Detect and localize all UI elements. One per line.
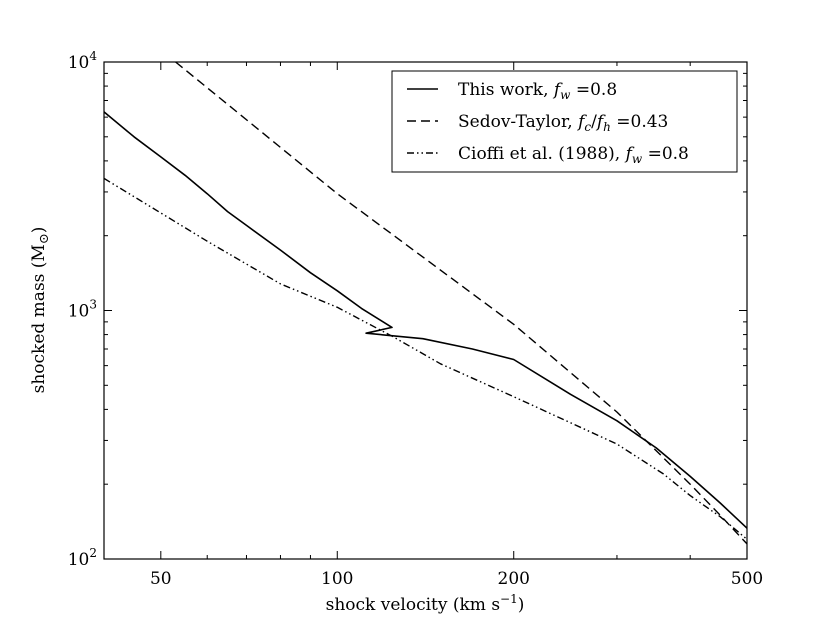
series-line-sedov-taylor bbox=[175, 61, 748, 545]
x-tick-label: 50 bbox=[150, 569, 172, 589]
y-axis-label: shocked mass (M⊙) bbox=[29, 227, 52, 394]
legend-label-this-work: This work, fw =0.8 bbox=[458, 80, 617, 102]
x-tick-label: 500 bbox=[731, 569, 763, 589]
x-tick-label: 200 bbox=[498, 569, 530, 589]
series-line-cioffi-et-al-1988 bbox=[103, 177, 748, 540]
legend-label-sedov-taylor: Sedov-Taylor, fc/fh =0.43 bbox=[458, 112, 668, 134]
y-tick-label: 102 bbox=[68, 546, 97, 570]
legend-box bbox=[391, 70, 738, 173]
ticks-layer: 50 100 200 500 102 103 104 bbox=[68, 49, 764, 589]
x-axis-label: shock velocity (km s−1) bbox=[326, 592, 525, 615]
y-tick-label: 104 bbox=[68, 49, 98, 73]
legend: This work, fw =0.8 Sedov-Taylor, fc/fh =… bbox=[391, 70, 738, 173]
series-layer bbox=[103, 61, 748, 545]
x-tick-label: 100 bbox=[321, 569, 353, 589]
legend-label-cioffi: Cioffi et al. (1988), fw =0.8 bbox=[458, 144, 689, 166]
y-tick-label: 103 bbox=[68, 298, 97, 322]
series-line-this-work bbox=[103, 111, 748, 529]
